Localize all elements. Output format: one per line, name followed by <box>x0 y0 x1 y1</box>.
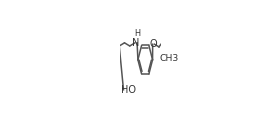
Text: H: H <box>134 29 140 38</box>
Text: HO: HO <box>121 85 136 95</box>
Text: N: N <box>132 38 140 48</box>
Text: O: O <box>150 39 158 49</box>
Text: CH3: CH3 <box>159 54 178 63</box>
